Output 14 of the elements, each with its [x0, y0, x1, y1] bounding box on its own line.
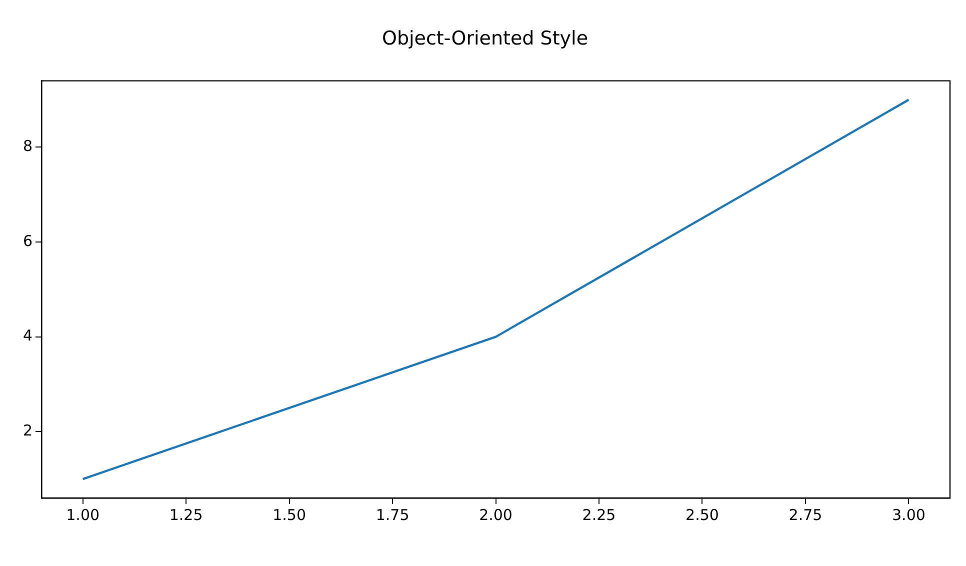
chart-title: Object-Oriented Style — [382, 27, 588, 50]
x-tick-label: 2.75 — [788, 506, 822, 524]
x-tick-label: 1.25 — [169, 506, 203, 524]
y-tick-label: 6 — [22, 232, 33, 250]
x-tick-label: 2.50 — [686, 506, 719, 524]
x-tick-label: 1.50 — [272, 506, 306, 524]
y-tick-label: 4 — [22, 326, 33, 345]
x-tick-label: 1.00 — [66, 506, 100, 524]
x-tick-label: 1.75 — [376, 506, 410, 524]
y-tick-label: 2 — [22, 422, 33, 440]
x-tick-label: 2.00 — [479, 506, 512, 524]
y-tick-label: 8 — [22, 137, 33, 156]
x-tick-label: 3.00 — [892, 506, 926, 524]
x-tick-label: 2.25 — [582, 506, 616, 524]
